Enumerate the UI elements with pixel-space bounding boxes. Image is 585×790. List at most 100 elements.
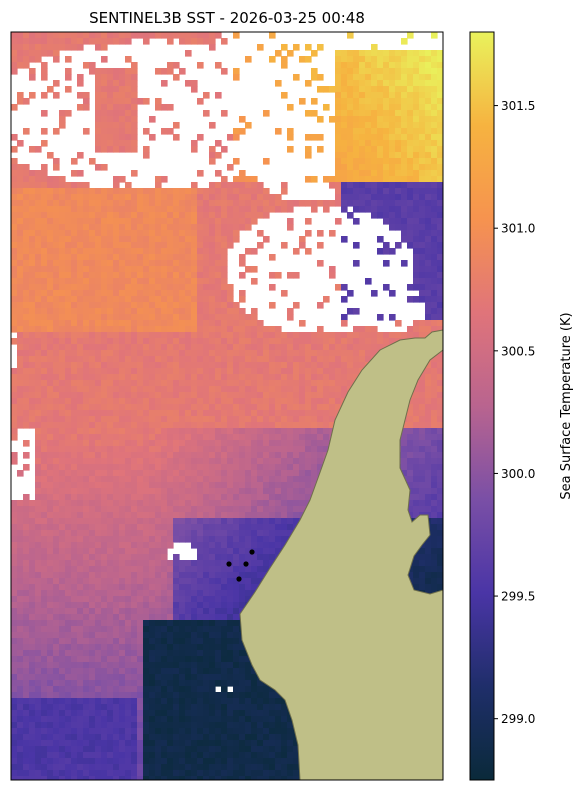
sst-cell [167, 428, 174, 435]
sst-cell [341, 62, 348, 69]
sst-cell [221, 398, 228, 405]
sst-cell [23, 350, 30, 357]
sst-cell [95, 86, 102, 93]
sst-cell [335, 164, 342, 171]
sst-cell [365, 176, 372, 183]
sst-cell [107, 122, 114, 129]
sst-cell [233, 500, 240, 507]
sst-cell [65, 428, 72, 435]
sst-cell [131, 512, 138, 519]
sst-cell [359, 176, 366, 183]
sst-cell [131, 278, 138, 285]
sst-cell [413, 56, 420, 63]
sst-cell [17, 536, 24, 543]
sst-cell [11, 512, 18, 519]
sst-cell [389, 140, 396, 147]
sst-cell [413, 494, 420, 501]
sst-cell [143, 38, 150, 45]
sst-cell [185, 374, 192, 381]
sst-cell [287, 518, 294, 525]
sst-cell [11, 134, 18, 141]
sst-cell [395, 92, 402, 99]
sst-cell [17, 278, 24, 285]
sst-cell [41, 302, 48, 309]
sst-cell [287, 314, 294, 321]
sst-cell [89, 254, 96, 261]
sst-cell [143, 386, 150, 393]
sst-cell [143, 548, 150, 555]
sst-cell [383, 188, 390, 195]
sst-cell [413, 434, 420, 441]
sst-cell [149, 194, 156, 201]
sst-cell [131, 98, 138, 105]
sst-cell [143, 290, 150, 297]
sst-cell [401, 152, 408, 159]
sst-cell [155, 434, 162, 441]
sst-cell [179, 236, 186, 243]
sst-cell [221, 182, 228, 189]
sst-cell [353, 158, 360, 165]
sst-cell [125, 542, 132, 549]
sst-cell [305, 176, 312, 183]
sst-cell [347, 92, 354, 99]
sst-cell [263, 338, 270, 345]
sst-cell [347, 290, 354, 297]
sst-cell [275, 338, 282, 345]
sst-cell [227, 398, 234, 405]
sst-cell [221, 464, 228, 471]
sst-cell [179, 566, 186, 573]
sst-cell [101, 32, 108, 39]
sst-cell [239, 314, 246, 321]
sst-cell [107, 74, 114, 81]
sst-cell [209, 158, 216, 165]
sst-cell [269, 416, 276, 423]
sst-cell [95, 542, 102, 549]
sst-cell [155, 176, 162, 183]
sst-cell [197, 392, 204, 399]
sst-cell [365, 122, 372, 129]
sst-cell [119, 560, 126, 567]
sst-cell [221, 302, 228, 309]
sst-cell [119, 74, 126, 81]
sst-cell [77, 470, 84, 477]
sst-cell [413, 134, 420, 141]
sst-cell [107, 80, 114, 87]
sst-cell [53, 80, 60, 87]
sst-cell [131, 458, 138, 465]
sst-cell [425, 464, 432, 471]
sst-cell [29, 536, 36, 543]
sst-cell [341, 98, 348, 105]
sst-cell [431, 134, 438, 141]
sst-cell [191, 374, 198, 381]
sst-cell [215, 302, 222, 309]
sst-cell [161, 266, 168, 273]
sst-cell [269, 194, 276, 201]
sst-cell [215, 410, 222, 417]
sst-cell [209, 566, 216, 573]
sst-cell [89, 224, 96, 231]
sst-cell [173, 500, 180, 507]
sst-cell [11, 500, 18, 507]
sst-cell [275, 476, 282, 483]
sst-cell [401, 428, 408, 435]
sst-cell [221, 482, 228, 489]
sst-cell [107, 254, 114, 261]
sst-cell [365, 344, 372, 351]
sst-cell [419, 548, 426, 555]
sst-cell [323, 380, 330, 387]
sst-cell [431, 74, 438, 81]
sst-cell [71, 236, 78, 243]
sst-cell [125, 314, 132, 321]
sst-cell [383, 62, 390, 69]
sst-cell [71, 248, 78, 255]
sst-cell [11, 536, 18, 543]
sst-cell [161, 554, 168, 561]
sst-cell [71, 440, 78, 447]
sst-cell [179, 212, 186, 219]
sst-cell [53, 248, 60, 255]
sst-cell [419, 182, 426, 189]
sst-cell [353, 374, 360, 381]
sst-cell [71, 410, 78, 417]
sst-cell [41, 554, 48, 561]
sst-cell [185, 416, 192, 423]
